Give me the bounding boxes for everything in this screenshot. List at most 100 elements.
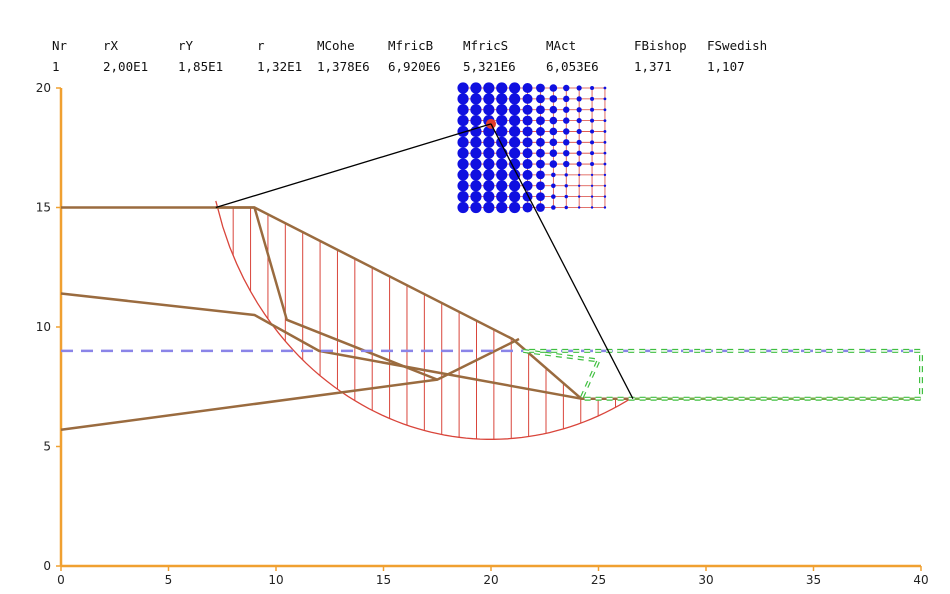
grid-point: [590, 118, 595, 123]
grid-point: [536, 116, 545, 125]
grid-point: [603, 119, 607, 122]
value-mfricb: 6,920E6: [388, 59, 441, 74]
y-tick-label: 0: [43, 559, 51, 573]
header-fswedish: FSwedish: [707, 38, 768, 53]
x-tick-label: 35: [806, 573, 821, 587]
grid-point: [457, 191, 469, 203]
grid-point: [457, 180, 469, 192]
grid-point: [496, 158, 508, 170]
grid-point: [603, 130, 607, 133]
grid-point: [536, 127, 545, 136]
grid-point: [457, 93, 469, 105]
grid-point: [496, 93, 508, 105]
grid-point: [536, 94, 545, 104]
grid-point: [590, 184, 594, 187]
grid-point: [457, 169, 469, 181]
grid-point: [536, 181, 545, 191]
grid-point: [603, 140, 607, 144]
header-mcohe: MCohe: [317, 38, 355, 53]
grid-point: [551, 194, 556, 199]
grid-point: [603, 97, 607, 101]
value-mact: 6,053E6: [546, 59, 599, 74]
grid-point: [522, 169, 533, 180]
grid-point: [457, 104, 469, 116]
grid-point: [496, 114, 508, 127]
grid-point: [603, 184, 607, 187]
grid-point: [549, 127, 558, 136]
grid-point: [549, 95, 558, 103]
soil-layer-line: [215, 206, 438, 381]
grid-point: [536, 170, 545, 180]
grid-point: [509, 169, 521, 181]
grid-point: [483, 147, 495, 159]
grid-point: [551, 205, 556, 210]
y-tick-label: 15: [36, 201, 51, 215]
grid-point: [483, 201, 495, 214]
grid-point: [549, 138, 558, 147]
grid-point: [590, 162, 595, 167]
grid-point: [522, 180, 533, 191]
x-tick-label: 40: [913, 573, 928, 587]
grid-point: [564, 173, 568, 177]
header-rx: rX: [103, 38, 119, 53]
grid-point: [576, 85, 582, 91]
grid-point: [457, 114, 469, 127]
grid-point: [522, 137, 533, 148]
grid-point: [603, 151, 607, 155]
grid-point: [522, 159, 533, 170]
value-nr: 1: [52, 59, 60, 74]
grid-point: [603, 162, 607, 166]
grid-point: [483, 104, 495, 116]
grid-point: [496, 104, 508, 116]
grid-point: [590, 86, 595, 90]
grid-point: [563, 128, 570, 135]
grid-point: [590, 206, 594, 209]
grid-point: [470, 147, 482, 159]
grid-point: [470, 104, 482, 116]
grid-point: [576, 128, 582, 135]
grid-point: [576, 161, 582, 167]
grid-point: [549, 105, 558, 114]
grid-point: [590, 140, 595, 145]
radius-line: [490, 123, 634, 399]
grid-point: [457, 147, 469, 159]
search-grid: [457, 82, 607, 214]
grid-point: [564, 194, 568, 199]
grid-point: [522, 148, 533, 159]
grid-point: [590, 107, 595, 112]
y-tick-label: 20: [36, 81, 51, 95]
grid-point: [603, 108, 607, 112]
value-fswedish: 1,107: [707, 59, 745, 74]
grid-point: [470, 191, 482, 203]
grid-point: [509, 82, 521, 94]
grid-point: [603, 173, 607, 177]
grid-point: [496, 169, 508, 181]
header-mfricb: MfricB: [388, 38, 434, 53]
grid-point: [577, 173, 581, 177]
grid-point: [470, 158, 482, 170]
grid-point: [590, 129, 595, 134]
grid-point: [576, 117, 582, 124]
grid-point: [496, 82, 508, 94]
grid-point: [551, 183, 556, 189]
grid-point: [509, 180, 521, 192]
grid-point: [457, 136, 469, 148]
grid-point: [483, 180, 495, 192]
x-tick-label: 15: [376, 573, 391, 587]
x-tick-label: 10: [268, 573, 283, 587]
grid-point: [563, 160, 570, 168]
grid-point: [509, 147, 521, 159]
grid-point: [549, 116, 558, 125]
grid-point: [564, 205, 568, 210]
radius-line: [215, 123, 492, 209]
x-tick-label: 20: [483, 573, 498, 587]
grid-point: [522, 104, 533, 115]
grid-point: [536, 83, 545, 93]
radius-lines: [215, 123, 634, 399]
grid-point: [470, 180, 482, 192]
x-tick-label: 5: [165, 573, 173, 587]
y-tick-label: 5: [43, 440, 51, 454]
grid-point: [509, 104, 521, 116]
grid-point: [509, 114, 521, 127]
x-tick-label: 0: [57, 573, 65, 587]
